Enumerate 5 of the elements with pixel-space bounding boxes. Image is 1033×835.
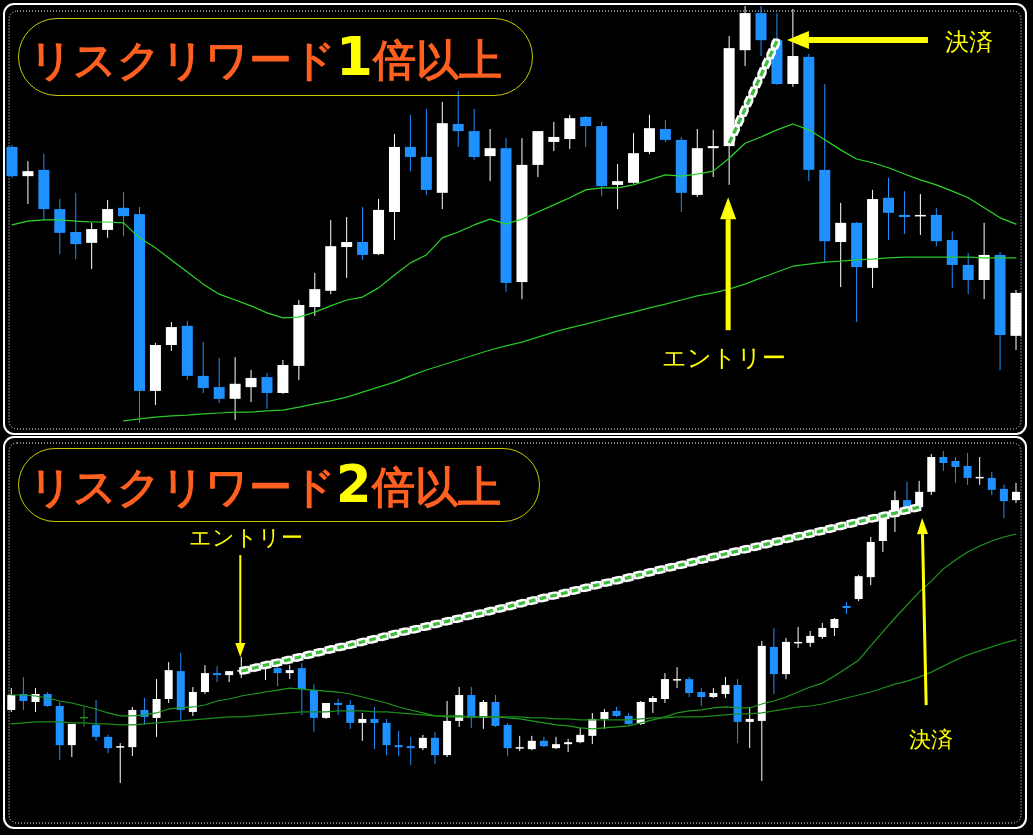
chart-title: リスクリワード2倍以上 bbox=[29, 455, 501, 514]
annotation: 決済 bbox=[909, 727, 954, 753]
annotation: 決済 bbox=[944, 28, 993, 57]
annotation: エントリー bbox=[662, 344, 787, 373]
annotation: エントリー bbox=[189, 525, 304, 551]
